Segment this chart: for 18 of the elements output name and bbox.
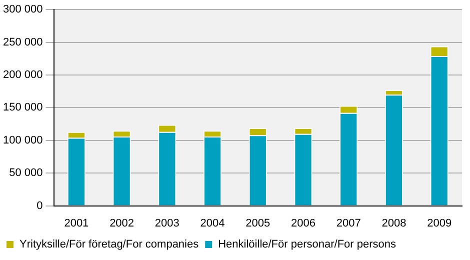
y-tick-label: 0 [36, 200, 43, 212]
x-tick-label: 2002 [110, 217, 134, 230]
y-tick-label: 50 000 [9, 167, 43, 180]
legend-label: Henkilöille/För personar/For persons [218, 238, 397, 251]
x-tick-label: 2004 [200, 217, 225, 230]
x-tick-label: 2005 [246, 217, 270, 230]
x-tick-label: 2006 [291, 217, 316, 230]
y-tick-label: 250 000 [2, 36, 43, 48]
y-tick-label: 300 000 [2, 4, 43, 16]
y-tick-label: 100 000 [2, 134, 43, 146]
y-tick-label: 200 000 [2, 69, 43, 82]
y-tick-label: 150 000 [2, 102, 43, 114]
legend-label: Yrityksille/För företag/For companies [20, 238, 200, 251]
x-tick-label: 2008 [382, 217, 406, 230]
x-tick-label: 2001 [64, 217, 89, 230]
x-tick-label: 2007 [336, 217, 361, 230]
x-tick-label: 2009 [427, 217, 452, 230]
x-tick-label: 2003 [154, 217, 180, 230]
